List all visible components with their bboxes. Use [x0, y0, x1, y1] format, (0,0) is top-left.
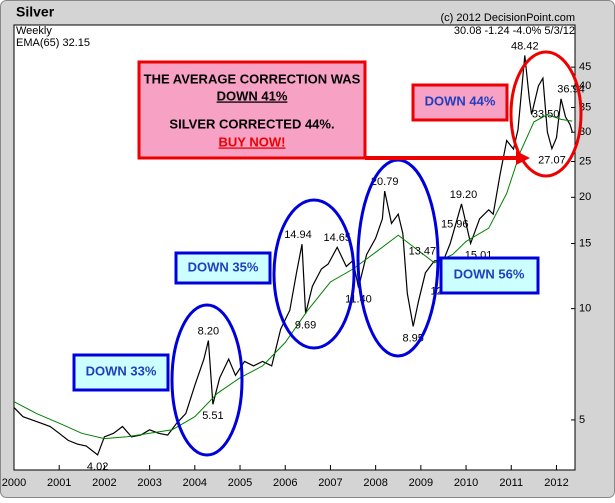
highlight-ellipse [170, 303, 244, 457]
point-label: 9.69 [295, 320, 316, 332]
legend-ema: EMA(65) 32.15 [16, 37, 90, 49]
y-tick-label: 10 [579, 303, 591, 315]
annotation-box [439, 256, 540, 295]
chart-title: Silver [16, 4, 55, 20]
point-label: 13.47 [409, 246, 437, 258]
highlight-ellipse [509, 50, 583, 178]
y-tick-label: 40 [579, 80, 591, 92]
quote: 30.08 -1.24 -4.0% 5/3/12 [454, 25, 575, 37]
x-tick-label: 2002 [92, 477, 116, 489]
point-label: 48.42 [511, 40, 539, 52]
point-label: 20.79 [371, 176, 399, 188]
annotation: DOWN 56% [454, 266, 525, 281]
x-tick-label: 2011 [499, 477, 523, 489]
callout-text: BUY NOW! [219, 134, 286, 149]
arrowhead [516, 151, 530, 165]
y-tick-label: 25 [579, 155, 591, 167]
point-label: 33.50 [532, 108, 560, 120]
point-label: 5.51 [202, 410, 223, 422]
y-tick-label: 30 [579, 126, 591, 138]
series-line [13, 113, 573, 440]
x-tick-label: 2006 [273, 477, 297, 489]
annotation-box [411, 83, 509, 122]
annotation: DOWN 35% [188, 259, 259, 274]
x-tick-label: 2007 [318, 477, 342, 489]
annotation-box [72, 353, 170, 392]
callout-text: THE AVERAGE CORRECTION WAS [144, 71, 361, 86]
x-tick-label: 2001 [47, 477, 71, 489]
annotation-box [174, 251, 272, 285]
x-tick-label: 2003 [137, 477, 161, 489]
x-tick-label: 2008 [363, 477, 387, 489]
point-label: 14.94 [284, 229, 312, 241]
point-label: 14.65 [323, 232, 351, 244]
point-label: 27.07 [538, 155, 566, 167]
highlight-ellipse [272, 198, 356, 350]
annotation: DOWN 33% [86, 363, 157, 378]
series-line [13, 55, 573, 456]
callout-box [137, 60, 367, 160]
x-tick-label: 2010 [454, 477, 478, 489]
callout-text: DOWN 41% [217, 88, 288, 103]
point-label: 4.02 [87, 461, 108, 473]
legend-price: Weekly [16, 25, 52, 37]
y-tick-label: 15 [579, 237, 591, 249]
point-label: 11.40 [345, 293, 372, 305]
x-tick-label: 2004 [183, 477, 207, 489]
x-tick-label: 2009 [409, 477, 433, 489]
source: (c) 2012 DecisionPoint.com [440, 12, 575, 24]
y-tick-label: 20 [579, 191, 591, 203]
point-label: 19.20 [450, 189, 478, 201]
callout-text: SILVER CORRECTED 44%. [169, 116, 334, 131]
x-tick-label: 2005 [228, 477, 252, 489]
y-tick-label: 45 [579, 61, 591, 73]
x-tick-label: 2012 [544, 477, 568, 489]
point-label: 8.20 [198, 325, 219, 337]
y-tick-label: 5 [579, 414, 585, 426]
x-tick-label: 2000 [2, 477, 26, 489]
annotation: DOWN 44% [425, 93, 496, 108]
point-label: 15.96 [441, 218, 469, 230]
